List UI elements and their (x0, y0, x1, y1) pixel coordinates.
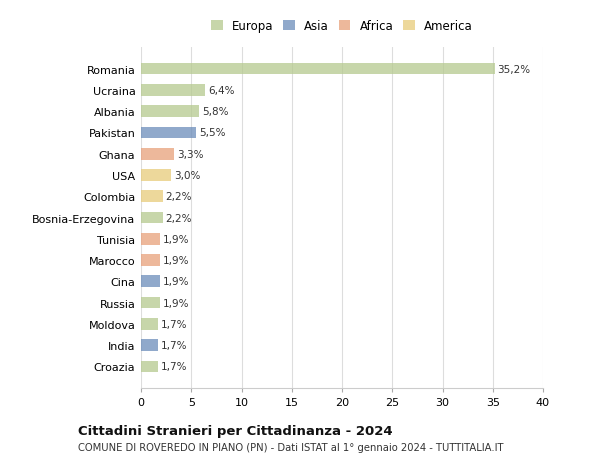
Text: 1,7%: 1,7% (161, 341, 187, 350)
Legend: Europa, Asia, Africa, America: Europa, Asia, Africa, America (211, 20, 473, 33)
Bar (141, 191, 163, 202)
Text: 35,2%: 35,2% (497, 64, 530, 74)
Bar (141, 127, 196, 139)
Bar (141, 149, 174, 160)
Text: 1,9%: 1,9% (163, 234, 189, 244)
Text: 1,7%: 1,7% (161, 362, 187, 372)
Bar (141, 297, 160, 309)
Bar (141, 106, 199, 118)
Bar (141, 255, 160, 266)
Bar (141, 318, 158, 330)
Bar (141, 340, 158, 351)
Text: 3,0%: 3,0% (173, 171, 200, 180)
Bar (141, 212, 163, 224)
Bar (141, 85, 205, 96)
Bar (141, 276, 160, 287)
Text: 3,3%: 3,3% (176, 149, 203, 159)
Text: 5,8%: 5,8% (202, 107, 229, 117)
Bar (141, 64, 495, 75)
Text: 2,2%: 2,2% (166, 192, 192, 202)
Bar (141, 234, 160, 245)
Text: 1,7%: 1,7% (161, 319, 187, 329)
Text: 1,9%: 1,9% (163, 298, 189, 308)
Text: 6,4%: 6,4% (208, 86, 235, 95)
Text: 5,5%: 5,5% (199, 128, 225, 138)
Text: COMUNE DI ROVEREDO IN PIANO (PN) - Dati ISTAT al 1° gennaio 2024 - TUTTITALIA.IT: COMUNE DI ROVEREDO IN PIANO (PN) - Dati … (78, 442, 503, 452)
Text: 2,2%: 2,2% (166, 213, 192, 223)
Bar (141, 170, 171, 181)
Bar (141, 361, 158, 372)
Text: 1,9%: 1,9% (163, 256, 189, 265)
Text: 1,9%: 1,9% (163, 277, 189, 287)
Text: Cittadini Stranieri per Cittadinanza - 2024: Cittadini Stranieri per Cittadinanza - 2… (78, 425, 392, 437)
